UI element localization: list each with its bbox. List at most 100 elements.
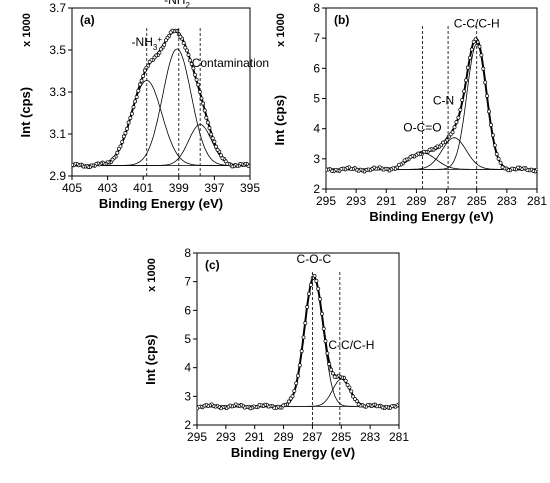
raw-data-point xyxy=(485,93,490,98)
raw-data-point xyxy=(128,116,133,120)
y-tick-label: 2 xyxy=(184,418,191,432)
x-tick-label: 289 xyxy=(406,194,426,208)
raw-data-point xyxy=(186,52,191,57)
panel-b: 295 293 291 289 287 285 283 281 2 3 4 5 6 7 8 Binding E… xyxy=(272,1,547,224)
plot-area xyxy=(72,28,250,170)
y-tick-label: 5 xyxy=(184,332,191,346)
raw-data-point xyxy=(465,65,470,70)
raw-data-point xyxy=(352,397,357,401)
peak-annotation: -NH3+ xyxy=(132,35,163,52)
raw-data-point xyxy=(489,123,493,127)
y-tick-label: 7 xyxy=(184,275,191,289)
raw-data-point xyxy=(123,131,128,136)
raw-data-point xyxy=(212,139,217,144)
y-tick-label: 4 xyxy=(184,361,191,375)
y-tick-label: 3.3 xyxy=(49,85,66,99)
raw-data-point xyxy=(481,66,486,71)
raw-data-point xyxy=(288,396,293,401)
panel-a: 405 403 401 399 397 395 2.9 3.1 3.3 3.5 3.7 Binding… xyxy=(18,0,269,211)
x-tick-label: 281 xyxy=(389,430,409,444)
raw-data-point xyxy=(196,82,201,87)
raw-data-point xyxy=(134,95,139,99)
y-tick-label: 8 xyxy=(184,246,191,260)
raw-data-point xyxy=(345,382,350,387)
raw-data-point xyxy=(189,62,194,66)
x-tick-label: 295 xyxy=(187,430,207,444)
raw-data-point xyxy=(301,335,306,340)
raw-data-point xyxy=(452,125,457,130)
plot-frame xyxy=(325,7,538,190)
x-tick-label: 283 xyxy=(360,430,380,444)
raw-data-point xyxy=(460,98,465,102)
raw-data-point xyxy=(292,388,297,393)
x-tick-label: 287 xyxy=(302,430,322,444)
y-tick-label: 2 xyxy=(313,182,320,196)
y-tick-label: 7 xyxy=(313,31,320,45)
component-peak xyxy=(72,80,250,166)
x-tick-label: 287 xyxy=(437,194,457,208)
peak-annotation: C-C/C-H xyxy=(454,17,500,31)
raw-data-point xyxy=(115,150,120,155)
annotation-text: Contamination xyxy=(192,56,269,70)
panel-label: (c) xyxy=(205,258,220,272)
raw-data-point xyxy=(329,367,334,372)
peak-annotation: O-C=O xyxy=(403,121,441,135)
y-tick-label: 3.7 xyxy=(49,1,66,15)
raw-data-point xyxy=(218,153,223,158)
raw-data-point xyxy=(207,126,212,130)
raw-data-point xyxy=(454,120,459,125)
x-tick-label: 289 xyxy=(274,430,294,444)
y-tick-label: 3 xyxy=(313,152,320,166)
raw-data-point xyxy=(307,291,311,296)
y-multiplier-label: x 1000 xyxy=(21,13,33,47)
peak-annotation: Contamination xyxy=(192,56,269,70)
x-tick-label: 405 xyxy=(62,181,82,195)
raw-data-point xyxy=(297,363,302,368)
raw-data-point xyxy=(205,120,210,125)
raw-data-point xyxy=(396,162,401,167)
raw-data-point xyxy=(492,143,497,148)
annotation-text: C-N xyxy=(433,94,454,108)
x-tick-label: 395 xyxy=(240,181,260,195)
raw-data-point xyxy=(202,108,207,113)
raw-data-point xyxy=(321,326,326,331)
y-tick-label: 6 xyxy=(313,61,320,75)
raw-data-point xyxy=(210,136,215,141)
raw-data-point xyxy=(133,99,138,104)
y-tick-label: 6 xyxy=(184,303,191,317)
y-tick-label: 3.5 xyxy=(49,43,66,57)
y-axis-title: Int (cps) xyxy=(272,95,287,146)
raw-data-point xyxy=(168,30,173,35)
raw-data-point xyxy=(487,109,491,114)
peak-annotation: -NH2 xyxy=(164,0,190,10)
raw-data-point xyxy=(498,160,503,165)
x-tick-label: 401 xyxy=(133,181,153,195)
x-tick-label: 403 xyxy=(98,181,118,195)
raw-data-point xyxy=(299,349,304,354)
raw-data-point xyxy=(110,157,115,162)
peak-annotation: C-O-C xyxy=(297,252,332,266)
raw-data-point xyxy=(323,339,328,344)
raw-data-point xyxy=(479,53,484,58)
raw-data-point xyxy=(294,381,299,386)
x-tick-label: 397 xyxy=(204,181,224,195)
x-tick-label: 285 xyxy=(467,194,487,208)
raw-data-point xyxy=(458,107,463,112)
raw-data-point xyxy=(303,321,308,326)
raw-data-point xyxy=(351,394,356,399)
annotation-superscript: + xyxy=(157,35,162,44)
raw-data-point xyxy=(139,78,144,83)
raw-data-point xyxy=(318,297,322,302)
raw-data-point xyxy=(183,45,188,50)
raw-data-point xyxy=(125,126,129,131)
raw-data-point xyxy=(462,89,467,94)
raw-data-point xyxy=(163,38,168,43)
raw-data-point xyxy=(296,373,300,378)
y-tick-label: 3 xyxy=(184,389,191,403)
raw-data-point xyxy=(120,139,125,144)
raw-data-point xyxy=(349,389,354,394)
raw-data-point xyxy=(471,39,476,44)
y-multiplier-label: x 1000 xyxy=(146,258,158,292)
